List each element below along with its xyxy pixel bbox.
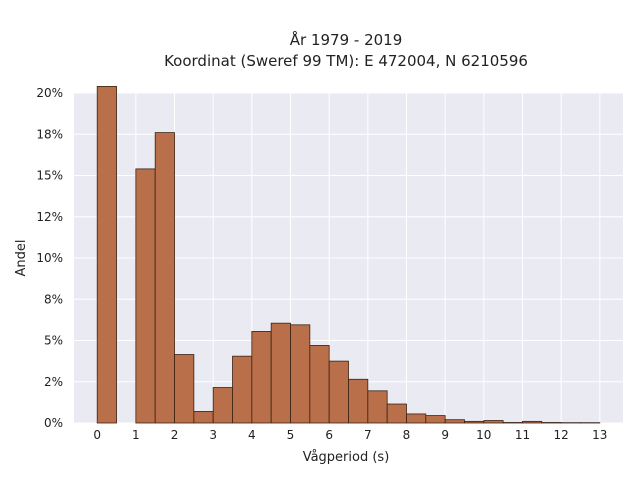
x-axis-label: Vågperiod (s) — [303, 450, 390, 465]
histogram-bar — [290, 324, 311, 424]
histogram-bar — [193, 411, 214, 424]
histogram-bar — [135, 168, 156, 424]
y-tick-label: 0% — [44, 416, 63, 430]
histogram-bar — [232, 355, 253, 424]
y-tick-label: 15% — [36, 169, 63, 183]
histogram-bar — [464, 420, 485, 424]
x-tick-label: 12 — [554, 428, 569, 442]
x-tick-label: 10 — [476, 428, 491, 442]
x-tick-label: 6 — [325, 428, 333, 442]
x-tick-label: 8 — [403, 428, 411, 442]
histogram-bar — [96, 86, 117, 424]
histogram-bar — [309, 345, 330, 424]
y-tick-labels: 0% 2% 5% 8% 10% 12% 15% 18% 20% — [36, 86, 63, 430]
chart-title: År 1979 - 2019 — [290, 30, 403, 49]
x-tick-label: 5 — [287, 428, 295, 442]
histogram-bar — [174, 354, 195, 424]
bars — [96, 86, 601, 424]
histogram-bar — [251, 331, 272, 424]
y-tick-label: 5% — [44, 334, 63, 348]
histogram-bar — [444, 419, 465, 424]
y-tick-label: 18% — [36, 127, 63, 141]
y-axis-label: Andel — [14, 240, 29, 277]
y-tick-label: 12% — [36, 210, 63, 224]
histogram-bar — [406, 413, 427, 424]
y-tick-label: 20% — [36, 86, 63, 100]
x-tick-labels: 0 1 2 3 4 5 6 7 8 9 10 11 12 13 — [93, 428, 607, 442]
x-tick-label: 7 — [364, 428, 372, 442]
histogram-bar — [483, 420, 504, 424]
x-tick-label: 3 — [209, 428, 217, 442]
x-tick-label: 1 — [132, 428, 140, 442]
x-tick-label: 9 — [441, 428, 449, 442]
histogram-bar — [386, 403, 407, 424]
histogram-bar — [212, 387, 233, 424]
x-tick-label: 4 — [248, 428, 256, 442]
chart-subtitle: Koordinat (Sweref 99 TM): E 472004, N 62… — [164, 52, 528, 70]
x-tick-label: 11 — [515, 428, 530, 442]
x-tick-label: 13 — [592, 428, 607, 442]
histogram-bar — [522, 420, 543, 424]
histogram-bar — [348, 378, 369, 424]
histogram-bar — [367, 390, 388, 424]
x-tick-label: 0 — [93, 428, 101, 442]
histogram-bar — [154, 132, 175, 424]
histogram-bar — [425, 415, 446, 424]
y-tick-label: 2% — [44, 375, 63, 389]
x-tick-label: 2 — [171, 428, 179, 442]
y-tick-label: 10% — [36, 251, 63, 265]
histogram-bar — [270, 322, 291, 424]
y-tick-label: 8% — [44, 292, 63, 306]
histogram-bar — [328, 360, 349, 424]
